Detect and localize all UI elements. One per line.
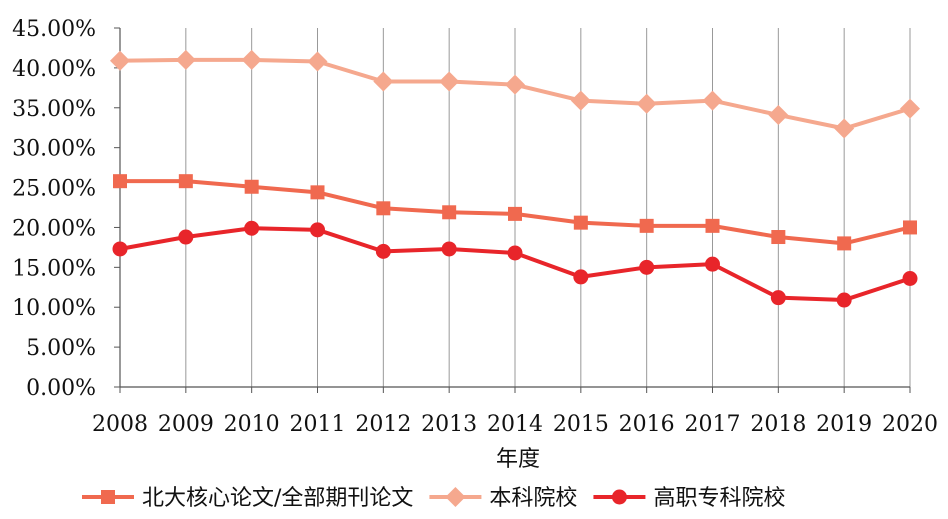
data-point-2013 (441, 241, 457, 257)
legend-label: 北大核心论文/全部期刊论文 (142, 486, 413, 511)
x-tick-label-2017: 2017 (685, 412, 741, 437)
data-point-2013 (442, 205, 457, 220)
y-tick-label: 45.00% (12, 17, 96, 42)
data-point-2018 (771, 230, 786, 245)
data-point-2008 (113, 174, 127, 189)
data-point-2016 (639, 259, 655, 275)
data-point-2019 (834, 118, 855, 139)
data-point-2012 (373, 71, 394, 92)
x-tick-label-2011: 2011 (290, 412, 346, 437)
y-tick-label: 25.00% (12, 177, 96, 202)
y-tick-label: 40.00% (12, 57, 96, 82)
data-point-2017 (702, 90, 723, 111)
x-axis-title: 年度 (496, 447, 540, 472)
data-point-2012 (375, 243, 391, 259)
x-tick-label-2009: 2009 (158, 412, 214, 437)
data-point-2018 (768, 104, 789, 125)
data-point-2016 (639, 218, 654, 233)
data-point-2015 (573, 269, 589, 285)
y-tick-label: 10.00% (12, 296, 96, 321)
y-tick-label: 35.00% (12, 97, 96, 122)
data-point-2017 (705, 218, 720, 233)
x-axis-tick-labels: 2008 2009 2010 2011 2012 2013 2014 2015 2016 2017… (92, 412, 938, 437)
data-point-2009 (178, 229, 194, 245)
y-tick-label: 20.00% (12, 216, 96, 241)
x-tick-label-2018: 2018 (750, 412, 806, 437)
data-point-2011 (310, 222, 325, 238)
legend-item-3: 高职专科院校 (593, 486, 785, 511)
data-point-2017 (705, 256, 720, 272)
legend-item-1: 北大核心论文/全部期刊论文 (82, 486, 413, 511)
x-tick-label-2013: 2013 (421, 412, 477, 437)
x-tick-label-2016: 2016 (619, 412, 675, 437)
y-tick-label: 0.00% (26, 376, 96, 401)
data-point-2014 (507, 245, 523, 261)
data-point-2018 (770, 290, 786, 306)
data-point-2012 (376, 201, 391, 216)
x-tick-label-2012: 2012 (355, 412, 411, 437)
data-point-2008 (110, 50, 130, 71)
x-tick-label-2019: 2019 (816, 412, 872, 437)
data-point-2010 (244, 220, 260, 236)
axes (114, 27, 911, 393)
data-point-2010 (244, 179, 259, 194)
data-point-2016 (636, 93, 657, 114)
legend-item-2: 本科院校 (429, 486, 577, 511)
x-tick-label-2015: 2015 (553, 412, 609, 437)
data-point-2011 (307, 51, 328, 72)
y-tick-label: 5.00% (26, 336, 96, 361)
data-point-2020 (902, 271, 918, 287)
legend-label: 高职专科院校 (653, 486, 785, 511)
data-point-2019 (837, 236, 852, 251)
y-tick-label: 30.00% (12, 137, 96, 162)
data-point-2020 (900, 98, 920, 119)
y-axis-tick-labels: 0.00% 5.00% 10.00% 15.00% 20.00% 25.00% 30.00%… (12, 17, 96, 401)
x-tick-label-2020: 2020 (882, 412, 938, 437)
data-point-2009 (178, 174, 193, 189)
x-tick-label-2008: 2008 (92, 412, 148, 437)
data-series (110, 49, 920, 308)
data-point-2013 (439, 71, 460, 92)
series-1 (113, 174, 917, 251)
data-point-2015 (573, 215, 588, 230)
data-point-2014 (508, 206, 522, 221)
data-point-2009 (175, 49, 196, 70)
data-point-2010 (241, 49, 262, 70)
data-point-2019 (836, 292, 852, 308)
data-point-2015 (570, 90, 591, 111)
data-point-2008 (112, 241, 128, 257)
legend-swatch-marker (611, 489, 627, 505)
legend-swatch-marker (101, 490, 115, 504)
data-point-2011 (310, 185, 325, 200)
legend: 北大核心论文/全部期刊论文 本科院校 高职专科院校 (82, 486, 785, 511)
data-point-2020 (903, 220, 917, 235)
series-2 (110, 49, 920, 139)
y-tick-label: 15.00% (12, 256, 96, 281)
x-tick-label-2010: 2010 (224, 412, 280, 437)
legend-swatch-marker (445, 487, 466, 507)
legend-label: 本科院校 (489, 486, 577, 511)
series-3 (112, 220, 918, 308)
x-tick-label-2014: 2014 (487, 412, 543, 437)
data-point-2014 (505, 74, 525, 95)
